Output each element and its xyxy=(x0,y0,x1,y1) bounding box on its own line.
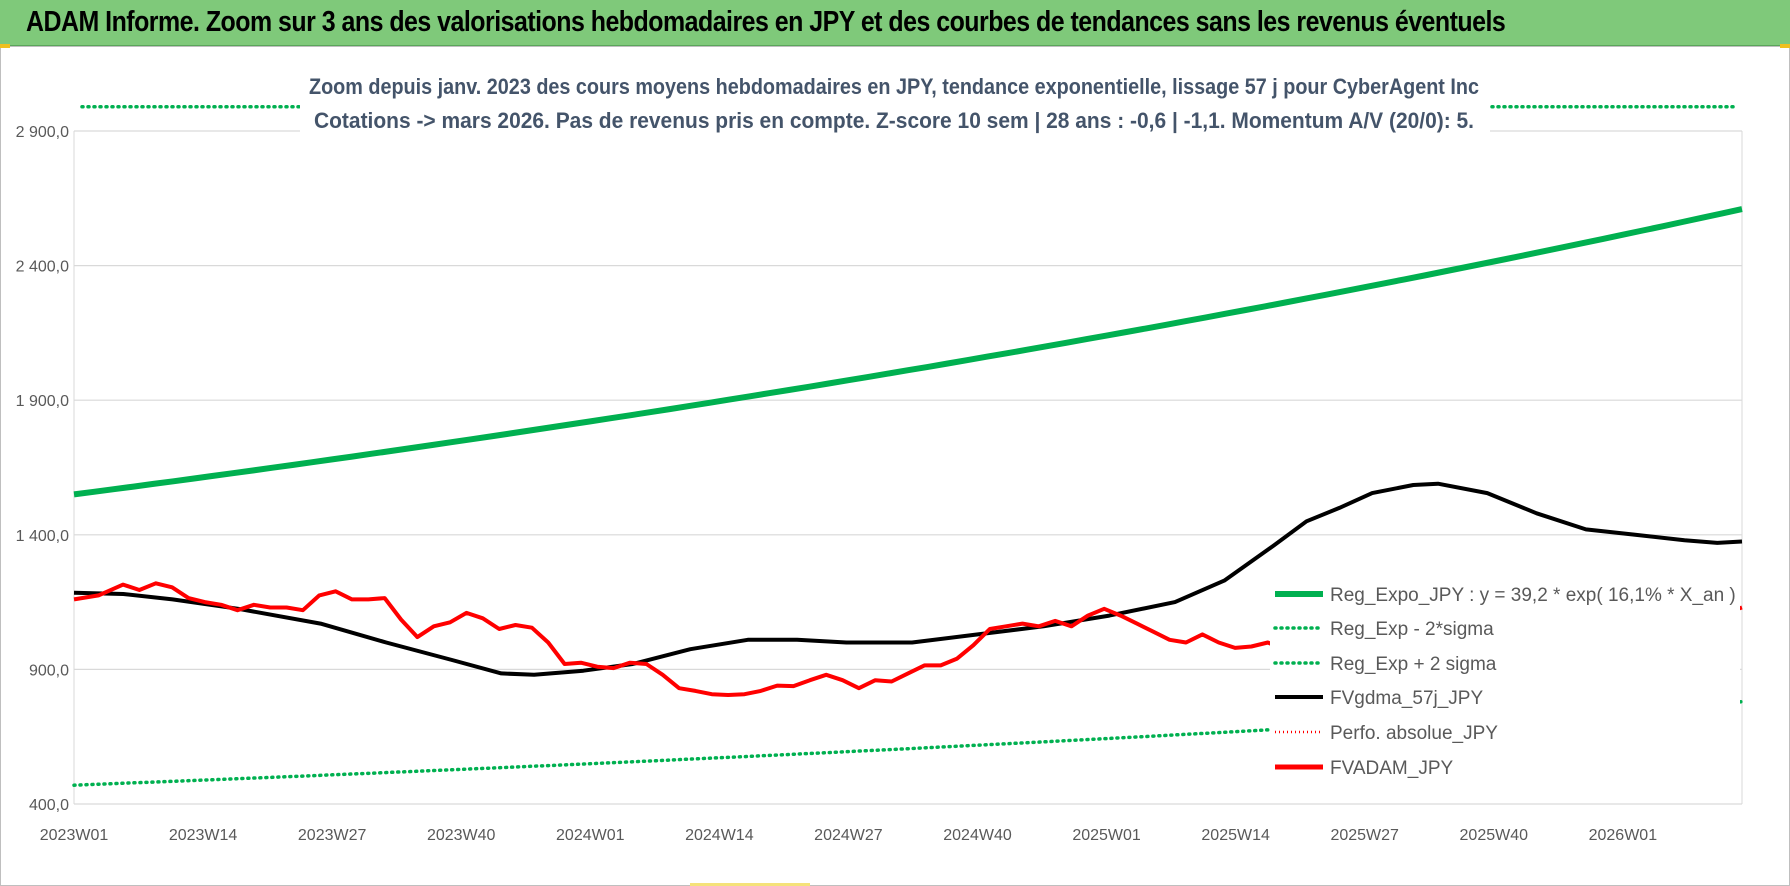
corner-marker-left xyxy=(0,44,10,48)
x-tick-label: 2025W27 xyxy=(1330,827,1399,844)
y-tick-label: 2 400,0 xyxy=(16,259,69,276)
x-tick-label: 2025W40 xyxy=(1460,827,1529,844)
x-tick-label: 2024W40 xyxy=(943,827,1012,844)
series-fvgdma xyxy=(73,481,1743,677)
header-banner: ADAM Informe. Zoom sur 3 ans des valoris… xyxy=(0,0,1790,46)
legend-label-reg-minus: Reg_Exp - 2*sigma xyxy=(1330,619,1494,640)
legend-background xyxy=(1270,576,1740,788)
x-tick-label: 2023W01 xyxy=(40,827,109,844)
legend-label-fvadam: FVADAM_JPY xyxy=(1330,758,1454,779)
y-axis-tick-labels: 400,0 900,0 1 400,0 1 900,0 2 400,0 2 900,0 xyxy=(16,124,69,814)
y-tick-label: 900,0 xyxy=(29,662,69,679)
y-tick-label: 2 900,0 xyxy=(16,124,69,141)
y-tick-label: 1 400,0 xyxy=(16,528,69,545)
x-tick-label: 2025W14 xyxy=(1201,827,1270,844)
chart-title-line-1: Zoom depuis janv. 2023 des cours moyens … xyxy=(309,74,1479,99)
x-tick-label: 2023W40 xyxy=(427,827,496,844)
x-tick-label: 2024W01 xyxy=(556,827,625,844)
legend-label-reg-plus: Reg_Exp + 2 sigma xyxy=(1330,654,1497,675)
x-tick-label: 2023W27 xyxy=(298,827,367,844)
x-tick-label: 2023W14 xyxy=(169,827,238,844)
x-tick-label: 2024W14 xyxy=(685,827,754,844)
banner-title: ADAM Informe. Zoom sur 3 ans des valoris… xyxy=(26,6,1506,38)
subtitle-background xyxy=(300,68,1490,138)
series-reg-expo xyxy=(73,206,1743,498)
x-tick-label: 2025W01 xyxy=(1072,827,1141,844)
y-tick-label: 1 900,0 xyxy=(16,393,69,410)
x-axis-tick-labels: 2023W01 2023W14 2023W27 2023W40 2024W01 2024W… xyxy=(40,827,1657,844)
x-tick-label: 2026W01 xyxy=(1589,827,1658,844)
y-tick-label: 400,0 xyxy=(29,797,69,814)
legend-label-reg-expo: Reg_Expo_JPY : y = 39,2 * exp( 16,1% * X… xyxy=(1330,585,1736,606)
legend-label-perfo: Perfo. absolue_JPY xyxy=(1330,723,1498,744)
bottom-marker xyxy=(690,883,810,886)
x-tick-label: 2024W27 xyxy=(814,827,883,844)
legend-label-fvgdma: FVgdma_57j_JPY xyxy=(1330,688,1483,709)
corner-marker-right xyxy=(1780,44,1790,48)
legend: Reg_Expo_JPY : y = 39,2 * exp( 16,1% * X… xyxy=(1270,576,1740,788)
chart-title-line-2: Cotations -> mars 2026. Pas de revenus p… xyxy=(314,108,1474,133)
